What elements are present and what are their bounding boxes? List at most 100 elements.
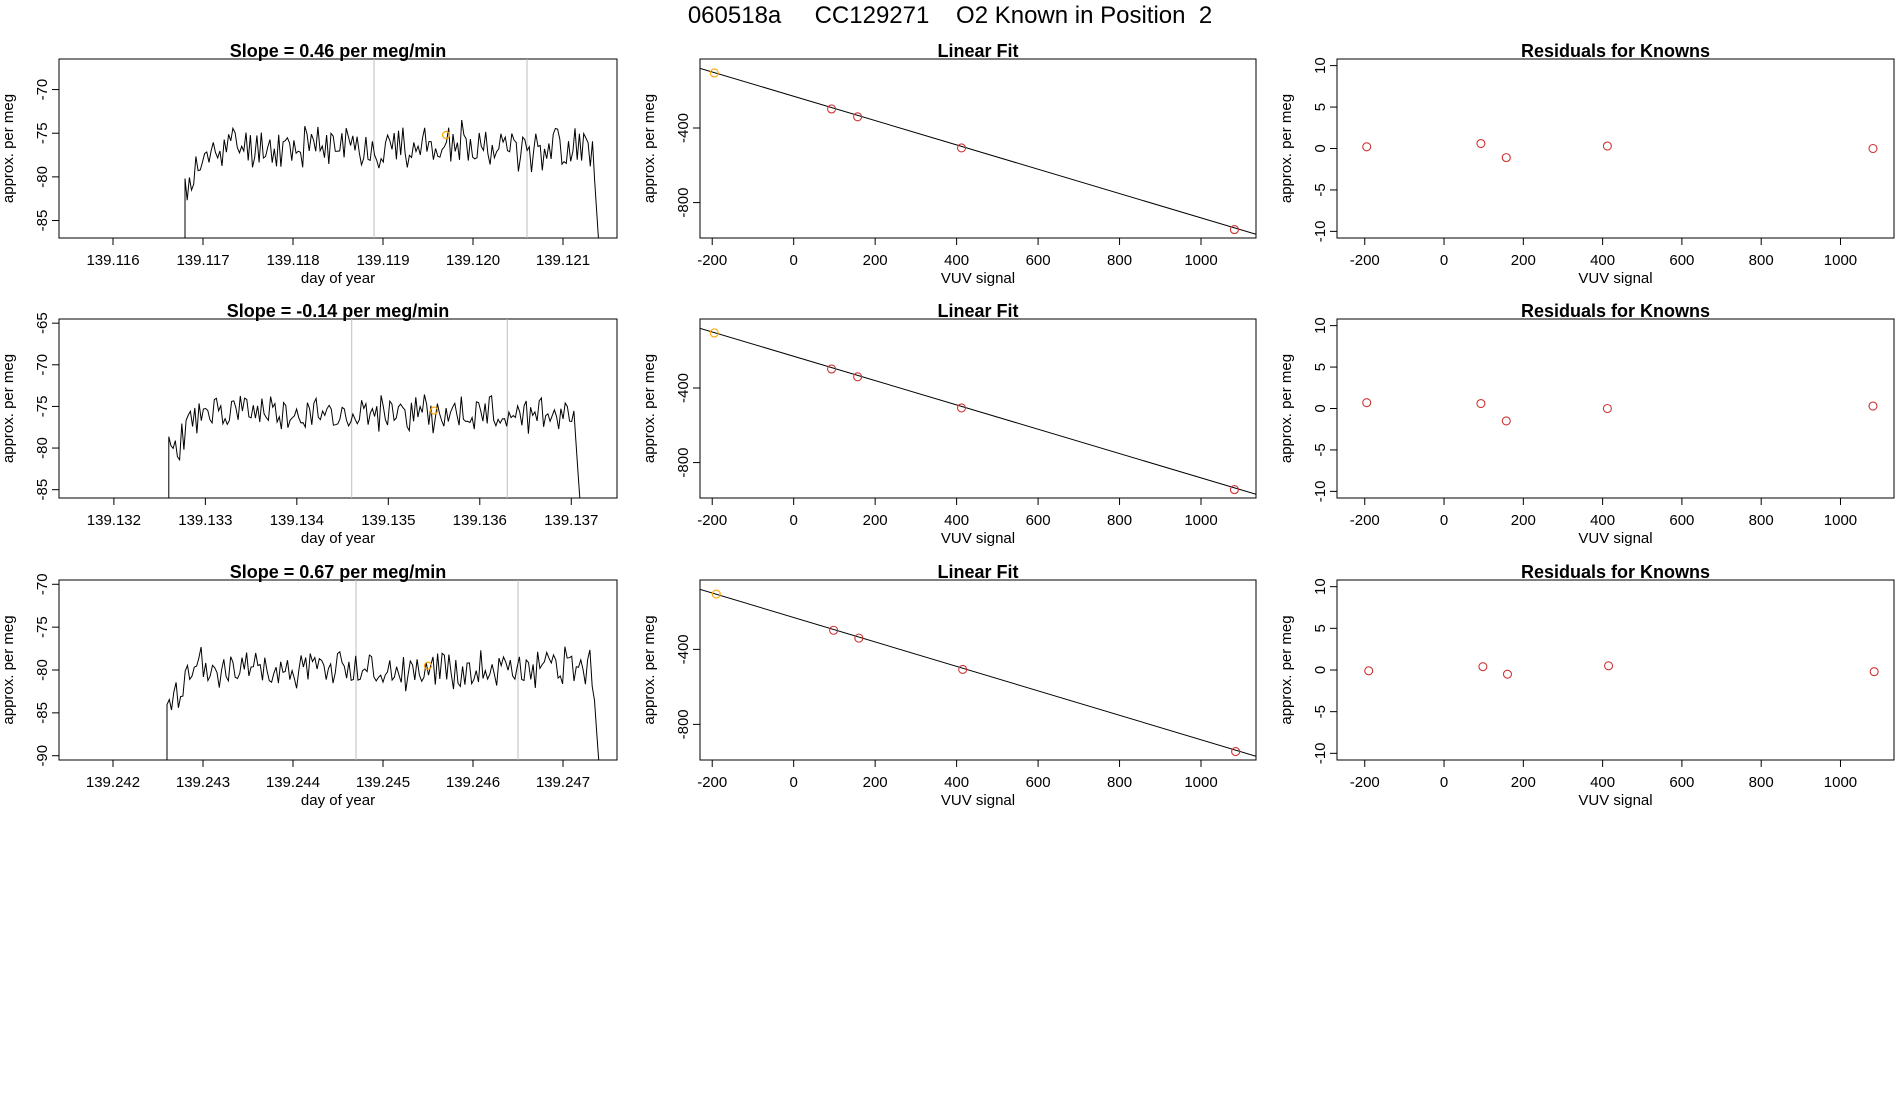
x-tick-label: 600 <box>1026 774 1051 791</box>
fit-line <box>700 67 1256 235</box>
y-tick-label: -90 <box>34 745 51 767</box>
y-tick-label: -85 <box>34 479 51 501</box>
y-tick-label: -70 <box>34 79 51 101</box>
linear-fit-panel-1: Linear Fit -200 0 200 400 600 800 1000 VUV signa… <box>641 41 1257 287</box>
y-tick-label: -70 <box>34 354 51 376</box>
panel-title: Residuals for Knowns <box>1521 301 1710 321</box>
known-point <box>1231 747 1241 757</box>
y-axis-label: approx. per meg <box>641 94 658 203</box>
y-tick-label: -800 <box>675 188 692 218</box>
plot-frame <box>1336 318 1895 499</box>
known-point <box>1502 669 1513 679</box>
x-tick-label: -200 <box>697 512 727 529</box>
linear-fit-panel-3: Linear Fit -200 0 200 400 600 800 1000 VUV signa… <box>641 562 1257 809</box>
plot-frame <box>699 318 1257 499</box>
known-point <box>958 664 968 674</box>
x-tick-label: 0 <box>1440 252 1448 269</box>
known-point <box>1602 141 1612 151</box>
residuals-panel-2: Residuals for Knowns-200 0 200 400 600 800 100… <box>1278 301 1895 547</box>
y-tick-label: -70 <box>34 573 51 595</box>
known-point <box>853 112 863 122</box>
y-tick-label: -800 <box>675 709 692 739</box>
timeseries-panel-3: Slope = 0.67 per meg/min 139.242 139.243 13… <box>0 562 618 809</box>
x-tick-label: 200 <box>1511 512 1536 529</box>
x-tick-label: -200 <box>1350 774 1380 791</box>
x-tick-label: 600 <box>1669 512 1694 529</box>
y-tick-label: 5 <box>1312 363 1329 371</box>
known-point <box>1869 667 1879 677</box>
x-axis-label: day of year <box>301 270 375 287</box>
x-tick-label: 139.133 <box>178 512 232 529</box>
y-axis-label: approx. per meg <box>0 94 17 203</box>
x-tick-label: 800 <box>1107 774 1132 791</box>
x-tick-label: 139.246 <box>446 774 500 791</box>
y-tick-label: -10 <box>1312 742 1329 764</box>
x-tick-label: 139.116 <box>86 252 139 269</box>
y-tick-label: -85 <box>34 702 51 724</box>
x-tick-label: 800 <box>1749 774 1774 791</box>
y-tick-label: -75 <box>34 122 51 144</box>
known-point <box>956 403 967 413</box>
known-point <box>1476 398 1486 409</box>
y-tick-label: -10 <box>1312 481 1329 503</box>
x-tick-label: 200 <box>863 774 888 791</box>
x-tick-label: 139.117 <box>176 252 229 269</box>
y-tick-label: -5 <box>1312 183 1329 196</box>
x-tick-label: 800 <box>1749 252 1774 269</box>
y-tick-label: -10 <box>1312 221 1329 243</box>
panel-title: Residuals for Knowns <box>1521 41 1710 61</box>
sample-point <box>441 130 451 140</box>
known-point <box>1602 403 1612 414</box>
y-tick-label: 0 <box>1312 404 1329 412</box>
y-tick-label: -400 <box>675 113 692 143</box>
y-tick-label: -400 <box>675 634 692 664</box>
x-tick-label: 200 <box>863 252 888 269</box>
x-tick-label: 139.244 <box>266 774 320 791</box>
y-tick-label: -75 <box>34 396 51 418</box>
x-tick-label: 139.120 <box>446 252 500 269</box>
linear-fit-panel-2: Linear Fit -200 0 200 400 600 800 1000 VUV signa… <box>641 301 1257 547</box>
fit-line <box>700 327 1256 495</box>
y-tick-label: 0 <box>1312 144 1329 152</box>
plot-frame <box>699 579 1257 761</box>
sample-point <box>429 406 439 415</box>
panel-title: Residuals for Knowns <box>1521 562 1710 582</box>
x-tick-label: 800 <box>1749 512 1774 529</box>
x-tick-label: 800 <box>1107 512 1132 529</box>
x-tick-label: 139.137 <box>544 512 598 529</box>
x-axis-label: VUV signal <box>1578 530 1652 547</box>
y-tick-label: -80 <box>34 437 51 459</box>
data-trace <box>184 119 599 238</box>
x-tick-label: 139.245 <box>356 774 410 791</box>
known-point <box>956 143 967 153</box>
plot-area <box>1364 661 1879 679</box>
panel-title: Slope = -0.14 per meg/min <box>227 301 450 321</box>
known-point <box>827 104 837 114</box>
x-tick-label: 1000 <box>1184 512 1217 529</box>
y-tick-label: 10 <box>1312 317 1329 334</box>
y-tick-label: 5 <box>1312 624 1329 632</box>
figure-title: 060518a CC129271 O2 Known in Position 2 <box>687 2 1213 29</box>
x-axis-label: VUV signal <box>941 270 1015 287</box>
x-axis-label: VUV signal <box>941 530 1015 547</box>
plot-area <box>184 59 599 238</box>
fit-line <box>700 588 1256 757</box>
timeseries-panel-2: Slope = -0.14 per meg/min 139.132 139.133 1… <box>0 301 618 547</box>
plot-area <box>700 588 1256 757</box>
y-tick-label: -75 <box>34 616 51 638</box>
x-tick-label: 600 <box>1026 252 1051 269</box>
y-axis-label: approx. per meg <box>1278 354 1295 463</box>
x-tick-label: -200 <box>697 774 727 791</box>
y-tick-label: 0 <box>1312 666 1329 674</box>
plot-frame <box>699 58 1257 239</box>
x-tick-label: 0 <box>790 512 798 529</box>
y-axis-label: approx. per meg <box>0 354 17 463</box>
known-point <box>1362 142 1372 152</box>
y-axis-label: approx. per meg <box>1278 615 1295 724</box>
sample-point <box>709 68 719 78</box>
plot-area <box>700 327 1256 495</box>
x-tick-label: 400 <box>944 774 969 791</box>
panel-title: Slope = 0.46 per meg/min <box>230 41 447 61</box>
x-axis-label: VUV signal <box>941 792 1015 809</box>
y-axis-label: approx. per meg <box>641 354 658 463</box>
